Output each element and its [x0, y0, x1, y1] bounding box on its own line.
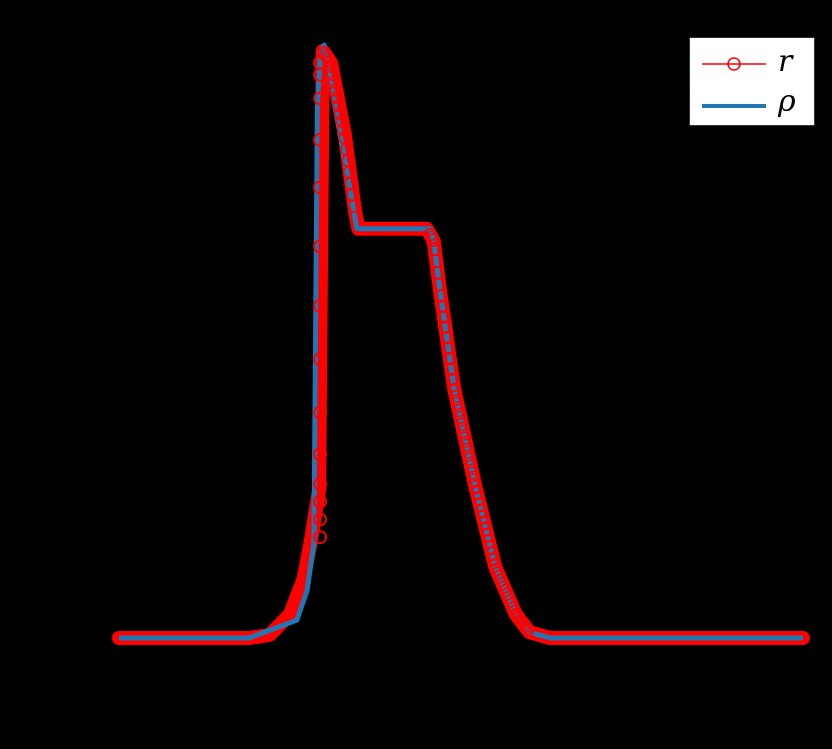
- r-marker-circle: [313, 494, 327, 509]
- r-marker-circle: [313, 91, 327, 106]
- r-marker-circle: [313, 299, 327, 313]
- legend-line-circle-icon: [702, 57, 766, 71]
- r-marker-circle: [313, 447, 327, 462]
- r-marker-circle: [313, 405, 327, 420]
- r-marker-circle: [313, 476, 327, 491]
- axes: [99, 20, 820, 691]
- r-marker-circle: [313, 180, 327, 195]
- series-r-dense-markers: [317, 46, 535, 638]
- r-marker-circle: [313, 132, 327, 147]
- series-r-sparse-markers: [313, 55, 327, 545]
- r-marker-circle: [313, 67, 327, 82]
- legend: r ρ: [689, 37, 815, 126]
- r-marker-circle: [313, 239, 327, 254]
- legend-thick-line-icon: [702, 104, 766, 108]
- legend-label-r: r: [778, 44, 793, 79]
- r-marker-circle: [313, 530, 327, 545]
- r-marker-circle: [313, 352, 327, 367]
- r-marker-circle: [313, 512, 327, 527]
- legend-label-rho: ρ: [778, 84, 796, 119]
- legend-entry-rho: ρ: [690, 84, 816, 124]
- legend-entry-r: r: [690, 44, 816, 84]
